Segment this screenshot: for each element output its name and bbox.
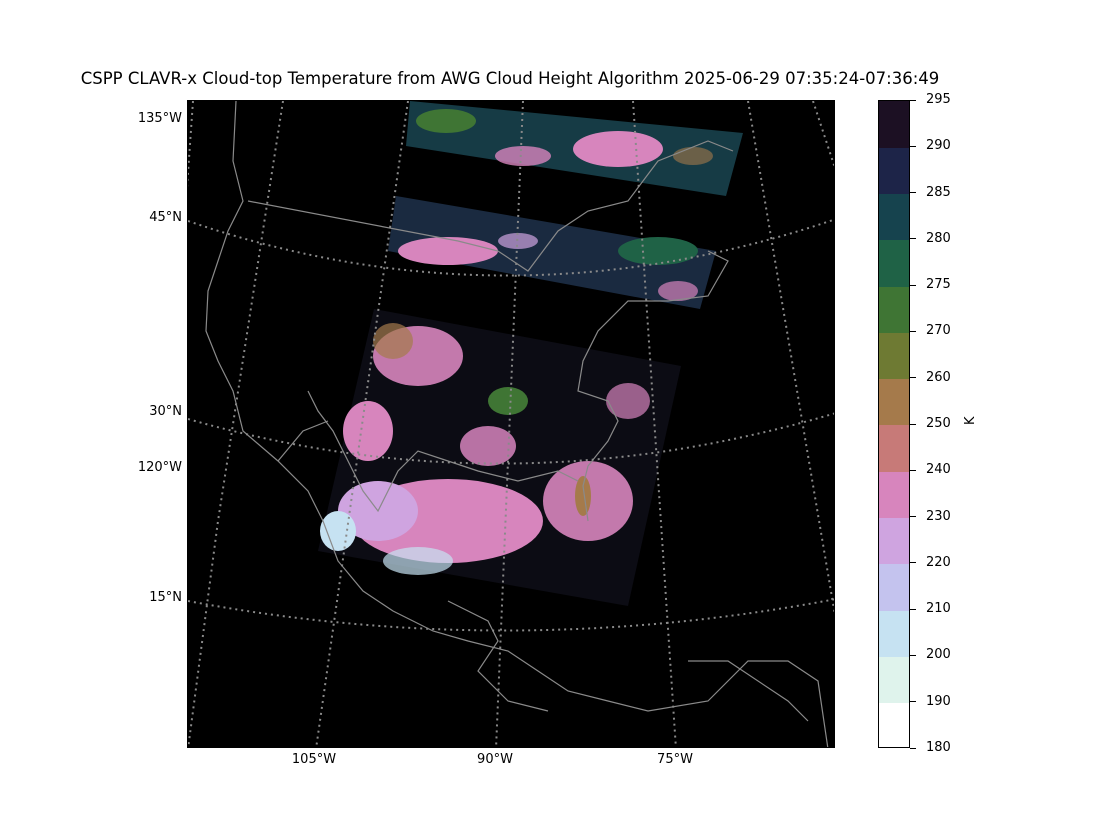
colorbar-segment <box>879 239 909 287</box>
colorbar-tick-mark <box>910 608 916 610</box>
colorbar-tick-label: 240 <box>926 462 951 478</box>
colorbar-tick-mark <box>910 99 916 101</box>
colorbar-tick-label: 250 <box>926 416 951 431</box>
colorbar-tick-label: 290 <box>926 138 951 154</box>
colorbar-tick-label: 180 <box>926 740 951 755</box>
colorbar-tick-mark <box>910 423 916 425</box>
cloud-swath-middle <box>388 196 716 309</box>
lat-line-45n <box>188 218 834 277</box>
lon-label-75w: 75°W <box>657 752 693 767</box>
lon-line-105w <box>315 101 409 747</box>
lon-line-135w <box>188 101 194 188</box>
lon-line-75w <box>632 101 677 747</box>
colorbar-tick-label: 275 <box>926 277 951 293</box>
colorbar-tick-mark <box>910 469 916 471</box>
colorbar-segment <box>879 193 909 241</box>
lon-label-120w: 120°W <box>137 460 182 475</box>
colorbar-segment <box>879 425 909 472</box>
colorbar-tick-label: 295 <box>926 92 951 107</box>
colorbar-segment <box>879 517 909 565</box>
colorbar-tick-label: 220 <box>926 554 951 570</box>
colorbar-tick-label: 285 <box>926 184 951 200</box>
coastlines <box>205 101 829 747</box>
colorbar <box>878 100 910 748</box>
lon-label-135w: 135°W <box>137 111 182 126</box>
colorbar-unit-label: K <box>963 416 978 425</box>
lat-line-15n <box>188 598 834 632</box>
colorbar-segment <box>879 286 909 333</box>
chart-title: CSPP CLAVR-x Cloud-top Temperature from … <box>80 69 940 88</box>
map-panel <box>187 100 835 748</box>
colorbar-segment <box>879 378 909 426</box>
cloud-swath-south <box>318 309 681 606</box>
colorbar-tick-label: 190 <box>926 693 951 709</box>
graticule <box>188 101 834 747</box>
colorbar-segment <box>879 610 909 657</box>
colorbar-tick-mark <box>910 701 916 703</box>
colorbar-tick-mark <box>910 562 916 564</box>
colorbar-tick-label: 260 <box>926 369 951 385</box>
colorbar-tick-label: 210 <box>926 601 951 617</box>
colorbar-segment <box>879 101 909 148</box>
colorbar-segment <box>879 656 909 704</box>
lat-label-15n: 15°N <box>149 590 182 605</box>
colorbar-tick-mark <box>910 747 916 749</box>
colorbar-tick-mark <box>910 516 916 518</box>
colorbar-tick-mark <box>910 330 916 332</box>
lon-line-90w <box>495 101 524 747</box>
colorbar-tick-mark <box>910 238 916 240</box>
lon-label-90w: 90°W <box>477 752 513 767</box>
colorbar-tick-label: 230 <box>926 508 951 524</box>
colorbar-tick-mark <box>910 192 916 194</box>
colorbar-tick-label: 270 <box>926 323 951 339</box>
cloud-swath-north <box>406 101 743 196</box>
colorbar-tick-label: 200 <box>926 647 951 663</box>
colorbar-segment <box>879 563 909 611</box>
lat-label-30n: 30°N <box>149 404 182 419</box>
map-svg <box>188 101 834 747</box>
colorbar-segment <box>879 702 909 747</box>
colorbar-tick-mark <box>910 145 916 147</box>
lat-label-45n: 45°N <box>149 210 182 225</box>
colorbar-tick-mark <box>910 654 916 656</box>
colorbar-tick-mark <box>910 284 916 286</box>
colorbar-segment <box>879 471 909 519</box>
colorbar-tick-label: 280 <box>926 230 951 246</box>
lon-label-105w: 105°W <box>291 752 337 767</box>
colorbar-segment <box>879 147 909 195</box>
colorbar-tick-mark <box>910 377 916 379</box>
colorbar-segment <box>879 332 909 380</box>
